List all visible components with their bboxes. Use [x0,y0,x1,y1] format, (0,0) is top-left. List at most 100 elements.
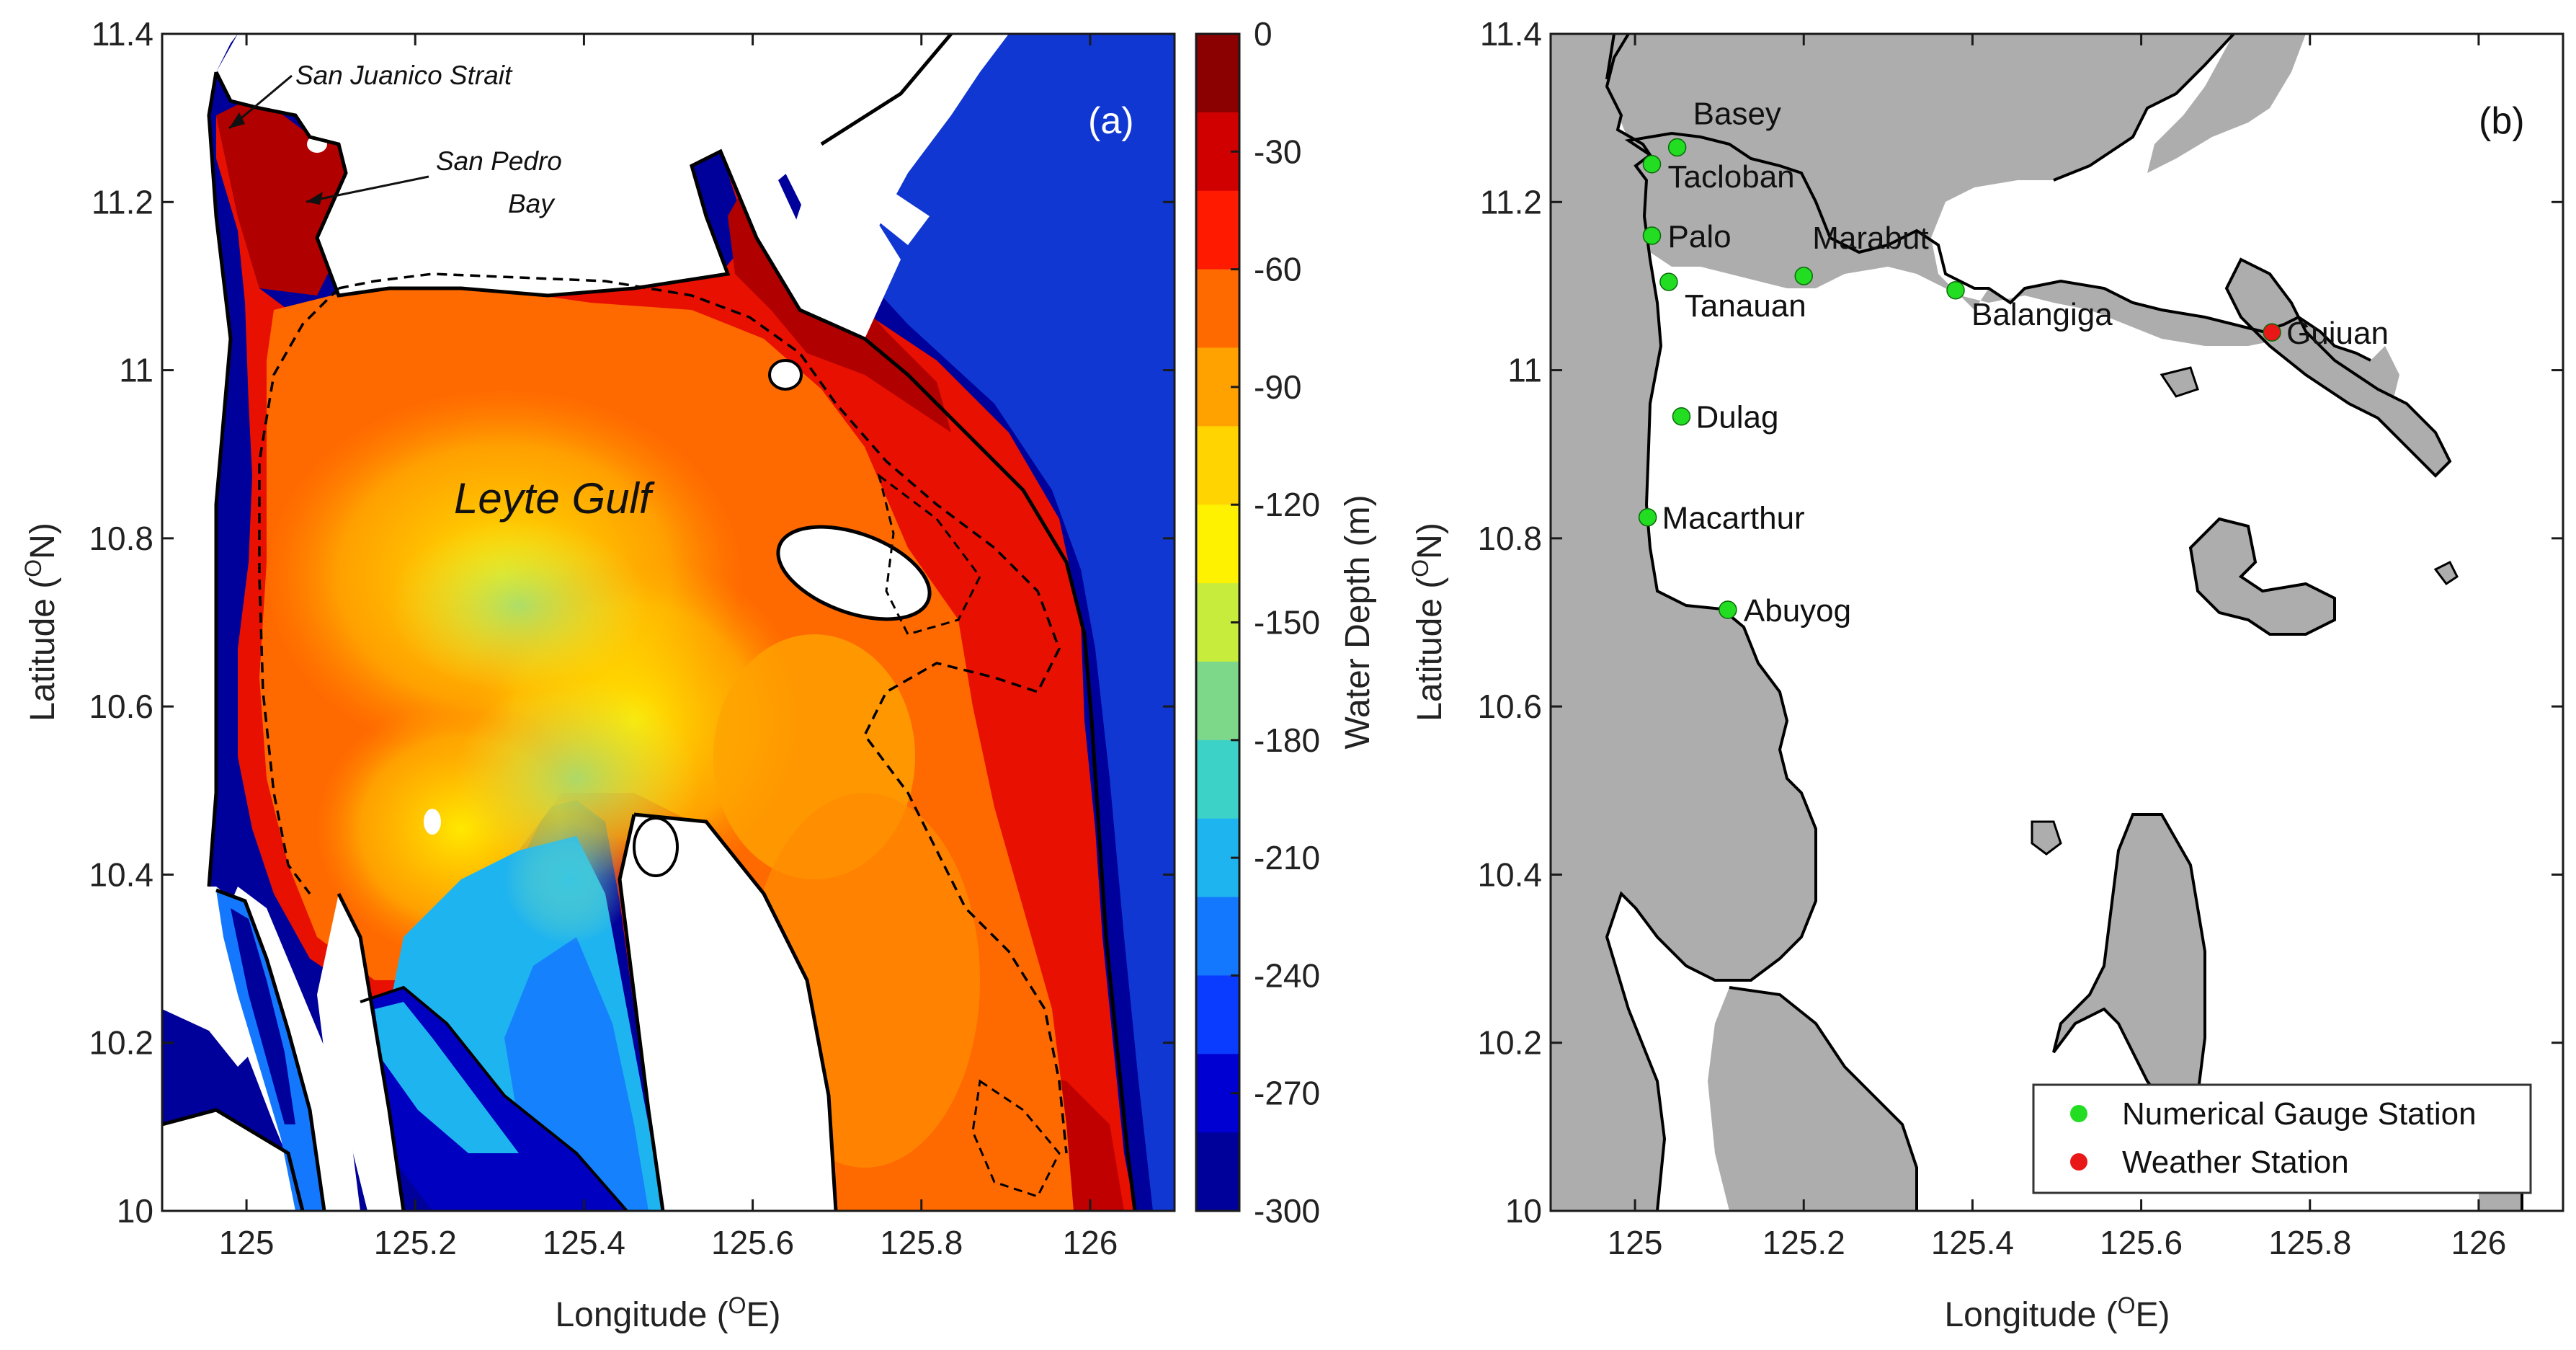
colorbar-band [1196,34,1239,113]
y-tick-label-b: 10.4 [1477,856,1542,893]
legend-gauge-label: Numerical Gauge Station [2122,1096,2477,1132]
y-tick-label-b: 10.8 [1477,520,1542,557]
colorbar-tick-label: -240 [1254,956,1320,994]
y-tick-label-b: 11.4 [1480,15,1542,53]
x-tick-label-a: 125.6 [711,1224,794,1261]
station-marker-macarthur [1638,507,1657,527]
colorbar-tick-label: -60 [1254,251,1301,288]
x-tick-label-a: 125.4 [543,1224,625,1261]
x-tick-label-b: 125.2 [1762,1224,1845,1261]
colorbar-band [1196,975,1239,1055]
x-tick-label-b: 125.8 [2268,1224,2351,1261]
y-tick-label-a: 11.4 [92,15,153,53]
station-label-guiuan: Guiuan [2286,316,2389,351]
colorbar-band [1196,426,1239,506]
x-tick-label-a: 125.2 [374,1224,457,1261]
x-tick-label-b: 125.4 [1931,1224,2014,1261]
panel-tag-b: (b) [2479,100,2525,142]
ticks-a: 125 125.2 125.4 125.6 125.8 126 11.4 11.2 11 10.8… [89,15,1175,1261]
legend-weather-label: Weather Station [2122,1145,2349,1180]
land-leyte [1551,34,1816,1211]
y-tick-label-a: 10.4 [89,856,153,893]
legend-gauge-marker [2070,1105,2087,1122]
colorbar-label: Water Depth (m) [1339,495,1377,750]
colorbar: 0 -30 -60 -90 -120 -150 -180 -210 -240 -270 -300 W… [1195,15,1377,1230]
ticks-b: 125 125.2 125.4 125.6 125.8 126 11.4 11.2 11 10.8… [1477,15,2563,1261]
land-samar [216,34,951,339]
y-tick-label-b: 10.6 [1477,688,1542,725]
panel-b-map: 125 125.2 125.4 125.6 125.8 126 11.4 11.2 11 10.8… [1407,15,2564,1334]
station-marker-dulag [1672,407,1691,426]
island-homonhon [2191,519,2335,634]
station-label-basey: Basey [1693,96,1781,131]
colorbar-band [1196,1132,1239,1212]
station-marker-balangiga [1946,281,1965,300]
y-axis-label-b: Latitude (ON) [1407,523,1449,721]
station-label-dulag: Dulag [1695,400,1778,435]
station-marker-palo [1642,226,1662,245]
island-dinagat [2054,814,2205,1110]
colorbar-tick-label: -30 [1254,133,1301,170]
station-label-macarthur: Macarthur [1662,501,1805,536]
y-tick-label-b: 10.2 [1477,1024,1542,1062]
x-tick-label-b: 125 [1608,1224,1663,1261]
gulf-label: Leyte Gulf [454,474,655,523]
station-marker-guiuan [2263,323,2281,342]
x-tick-label-b: 125.6 [2100,1224,2183,1261]
station-marker-tacloban [1642,155,1662,174]
colorbar-band [1196,269,1239,349]
x-tick-label-b: 126 [2451,1224,2507,1261]
panel-tag-a: (a) [1088,100,1134,142]
x-tick-label-a: 125 [219,1224,275,1261]
station-marker-abuyog [1719,600,1737,619]
legend-weather-marker [2070,1153,2087,1171]
colorbar-tick-label: -270 [1254,1075,1320,1112]
y-tick-label-a: 11 [119,352,153,389]
station-marker-marabut [1794,267,1813,285]
colorbar-band [1196,740,1239,820]
x-tick-label-a: 125.8 [880,1224,963,1261]
colorbar-band [1196,505,1239,585]
colorbar-tick-label: -210 [1254,839,1320,876]
colorbar-tick-label: 0 [1254,15,1273,53]
colorbar-band [1196,661,1239,741]
y-tick-label-b: 11.2 [1480,183,1542,221]
x-tick-label-a: 126 [1063,1224,1118,1261]
y-tick-label-b: 10 [1505,1192,1542,1230]
y-tick-label-a: 10.6 [89,688,153,725]
strait-label: San Juanico Strait [295,61,513,90]
y-tick-label-a: 10.2 [89,1024,153,1062]
colorbar-tick-label: -150 [1254,604,1320,641]
station-label-tacloban: Tacloban [1668,159,1795,195]
y-tick-label-a: 11.2 [92,183,153,221]
station-label-balangiga: Balangiga [1971,297,2113,332]
colorbar-tick-label: -180 [1254,721,1320,759]
axes-frame-b [1549,32,2564,1212]
x-axis-label-a: Longitude (OE) [555,1292,780,1334]
y-tick-label-b: 11 [1507,352,1542,389]
bay-label-line2: Bay [508,189,556,218]
y-axis-label-a: Latitude (ON) [20,523,62,721]
bay-label-line1: San Pedro [436,146,562,176]
x-axis-label-b: Longitude (OE) [1944,1292,2170,1334]
station-label-abuyog: Abuyog [1744,593,1851,629]
station-marker-tanauan [1659,272,1678,291]
bay-pointer [306,175,429,203]
station-marker-basey [1667,138,1687,157]
colorbar-tick-label: -120 [1254,486,1320,523]
axes-frame-a [161,32,1176,1212]
station-label-marabut: Marabut [1812,221,1928,256]
station-label-palo: Palo [1668,219,1732,254]
land-samar-b [1607,34,2399,404]
panel-a-map: 125 125.2 125.4 125.6 125.8 126 11.4 11.2 11 10.8… [20,15,1176,1334]
station-label-tanauan: Tanauan [1685,288,1806,324]
legend: Numerical Gauge Station Weather Station [2032,1083,2532,1194]
y-tick-label-a: 10 [117,1192,153,1230]
colorbar-band [1196,190,1239,270]
colorbar-tick-label: -90 [1254,368,1301,406]
colorbar-band [1196,897,1239,977]
colorbar-tick-label: -300 [1254,1192,1320,1230]
colorbar-bands [1196,34,1239,1212]
